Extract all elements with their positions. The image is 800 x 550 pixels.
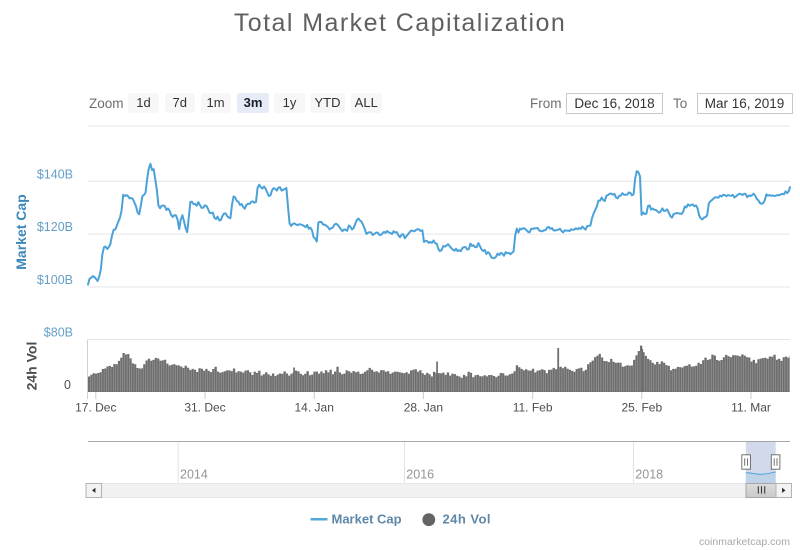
svg-text:17. Dec: 17. Dec [75, 400, 116, 414]
svg-text:2018: 2018 [635, 467, 663, 481]
svg-text:31. Dec: 31. Dec [184, 400, 225, 414]
svg-text:$100B: $100B [37, 273, 73, 287]
svg-text:2014: 2014 [180, 467, 208, 481]
svg-text:28. Jan: 28. Jan [404, 400, 443, 414]
svg-text:Market Cap: Market Cap [332, 512, 402, 527]
svg-text:$120B: $120B [37, 220, 73, 234]
svg-text:14. Jan: 14. Jan [295, 400, 334, 414]
svg-text:coinmarketcap.com: coinmarketcap.com [699, 536, 790, 548]
svg-text:2016: 2016 [406, 467, 434, 481]
svg-text:11. Mar: 11. Mar [731, 400, 771, 414]
svg-text:$80B: $80B [44, 326, 73, 340]
svg-text:24h Vol: 24h Vol [24, 342, 40, 391]
svg-text:Market Cap: Market Cap [13, 194, 29, 269]
svg-text:24h Vol: 24h Vol [443, 512, 491, 527]
svg-text:0: 0 [64, 378, 71, 392]
svg-text:11. Feb: 11. Feb [513, 400, 553, 414]
svg-text:25. Feb: 25. Feb [621, 400, 662, 414]
svg-text:$140B: $140B [37, 167, 73, 181]
